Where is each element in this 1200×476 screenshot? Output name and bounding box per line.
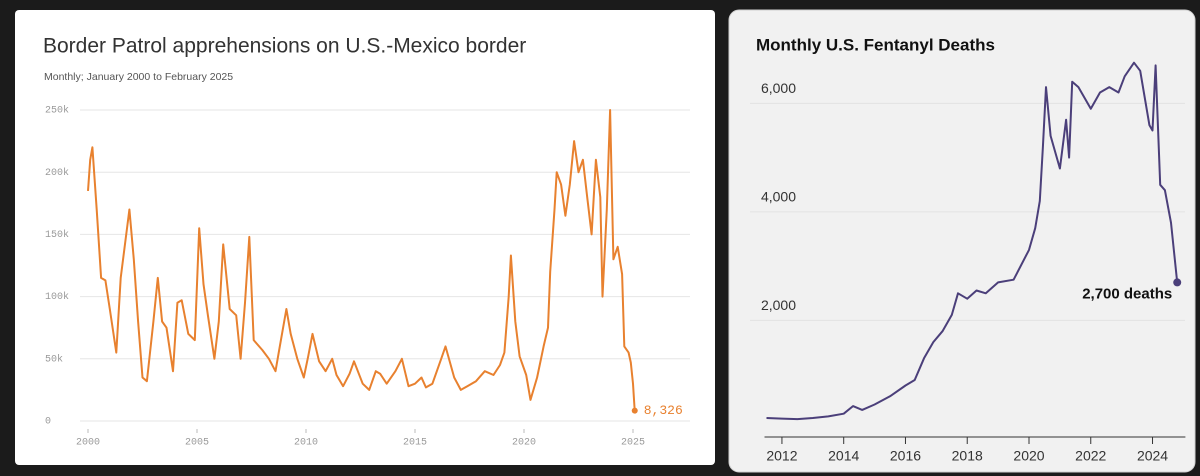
x-tick-label: 2015 xyxy=(403,438,427,449)
y-tick-label: 100k xyxy=(45,291,69,303)
x-tick-label: 2022 xyxy=(1075,448,1106,464)
x-tick-label: 2014 xyxy=(828,448,859,464)
end-point xyxy=(1173,278,1182,287)
y-tick-label: 150k xyxy=(45,229,69,241)
x-tick-label: 2005 xyxy=(185,438,209,449)
chart-title: Border Patrol apprehensions on U.S.-Mexi… xyxy=(43,35,526,58)
x-tick-label: 2024 xyxy=(1137,448,1168,464)
y-tick-label: 4,000 xyxy=(761,189,796,205)
chart-subtitle: Monthly; January 2000 to February 2025 xyxy=(44,71,233,83)
x-tick-label: 2016 xyxy=(890,448,921,464)
x-tick-label: 2018 xyxy=(952,448,983,464)
x-tick-label: 2025 xyxy=(621,438,645,449)
y-tick-label: 200k xyxy=(45,167,69,179)
y-tick-label: 0 xyxy=(45,417,51,428)
left-card xyxy=(15,10,715,465)
x-tick-label: 2020 xyxy=(1013,448,1044,464)
y-tick-label: 250k xyxy=(45,105,69,117)
y-tick-label: 2,000 xyxy=(761,297,796,313)
x-tick-label: 2000 xyxy=(76,438,100,449)
end-point xyxy=(631,407,638,414)
x-tick-label: 2010 xyxy=(294,438,318,449)
chart-title: Monthly U.S. Fentanyl Deaths xyxy=(756,35,995,54)
x-tick-label: 2012 xyxy=(766,448,797,464)
right-card xyxy=(728,9,1196,473)
y-tick-label: 6,000 xyxy=(761,80,796,96)
line xyxy=(87,109,636,411)
end-label: 8,326 xyxy=(644,403,683,418)
x-tick-label: 2020 xyxy=(512,438,536,449)
end-label: 2,700 deaths xyxy=(1082,285,1172,302)
line xyxy=(766,61,1179,421)
y-tick-label: 50k xyxy=(45,353,63,365)
